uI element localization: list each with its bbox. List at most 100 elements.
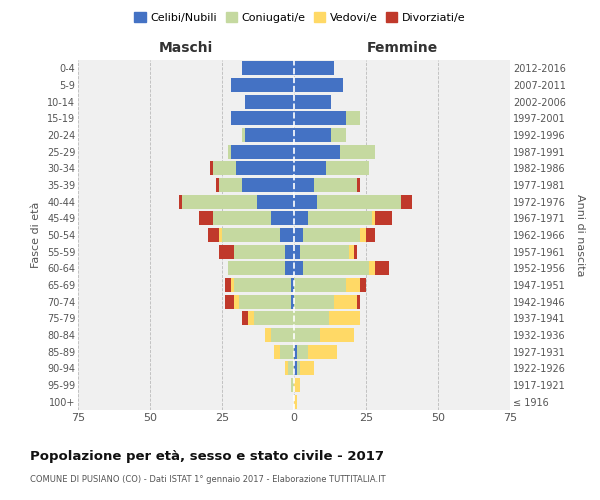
Bar — [230, 144, 294, 159]
Bar — [366, 228, 374, 242]
Bar — [280, 228, 294, 242]
Bar — [248, 311, 254, 326]
Bar — [346, 278, 360, 292]
Bar — [242, 62, 294, 76]
Bar — [294, 78, 343, 92]
Bar — [228, 261, 286, 276]
Bar — [294, 178, 314, 192]
Bar — [294, 211, 308, 226]
Bar — [358, 178, 360, 192]
Bar — [242, 178, 294, 192]
Bar — [219, 178, 242, 192]
Bar — [288, 361, 294, 376]
Text: Popolazione per età, sesso e stato civile - 2017: Popolazione per età, sesso e stato civil… — [30, 450, 384, 463]
Bar — [265, 328, 271, 342]
Bar — [225, 294, 233, 308]
Bar — [214, 162, 236, 175]
Bar — [286, 361, 288, 376]
Bar — [294, 378, 300, 392]
Bar — [233, 294, 239, 308]
Bar — [291, 378, 294, 392]
Bar — [219, 228, 222, 242]
Bar — [294, 128, 331, 142]
Bar — [300, 361, 314, 376]
Bar — [374, 261, 389, 276]
Bar — [300, 244, 349, 259]
Bar — [271, 328, 294, 342]
Bar — [294, 361, 297, 376]
Bar — [334, 294, 358, 308]
Bar — [326, 162, 369, 175]
Bar — [257, 194, 294, 209]
Bar — [294, 144, 340, 159]
Bar — [294, 62, 334, 76]
Bar — [297, 344, 308, 359]
Text: Femmine: Femmine — [367, 41, 437, 55]
Bar — [401, 194, 412, 209]
Bar — [182, 194, 257, 209]
Bar — [291, 278, 294, 292]
Bar — [294, 194, 317, 209]
Bar — [280, 344, 294, 359]
Bar — [254, 311, 294, 326]
Bar — [216, 178, 219, 192]
Text: Maschi: Maschi — [159, 41, 213, 55]
Bar — [179, 194, 182, 209]
Bar — [374, 211, 392, 226]
Bar — [331, 128, 346, 142]
Bar — [320, 328, 355, 342]
Bar — [358, 294, 360, 308]
Bar — [245, 128, 294, 142]
Bar — [294, 294, 334, 308]
Bar — [294, 278, 346, 292]
Bar — [294, 162, 326, 175]
Bar — [233, 278, 291, 292]
Bar — [294, 311, 329, 326]
Bar — [286, 261, 294, 276]
Bar — [228, 144, 230, 159]
Bar — [308, 344, 337, 359]
Bar — [294, 394, 297, 409]
Bar — [294, 261, 302, 276]
Bar — [271, 211, 294, 226]
Bar — [230, 278, 233, 292]
Bar — [242, 128, 245, 142]
Bar — [302, 261, 369, 276]
Bar — [211, 162, 214, 175]
Bar — [274, 344, 280, 359]
Bar — [297, 361, 300, 376]
Legend: Celibi/Nubili, Coniugati/e, Vedovi/e, Divorziati/e: Celibi/Nubili, Coniugati/e, Vedovi/e, Di… — [130, 8, 470, 28]
Bar — [214, 211, 271, 226]
Bar — [308, 211, 372, 226]
Bar — [242, 311, 248, 326]
Bar — [317, 194, 401, 209]
Bar — [302, 228, 360, 242]
Bar — [294, 228, 302, 242]
Bar — [294, 344, 297, 359]
Text: COMUNE DI PUSIANO (CO) - Dati ISTAT 1° gennaio 2017 - Elaborazione TUTTITALIA.IT: COMUNE DI PUSIANO (CO) - Dati ISTAT 1° g… — [30, 475, 386, 484]
Bar — [346, 112, 360, 126]
Y-axis label: Fasce di età: Fasce di età — [31, 202, 41, 268]
Bar — [294, 244, 300, 259]
Bar — [230, 78, 294, 92]
Bar — [314, 178, 358, 192]
Bar — [294, 328, 320, 342]
Bar — [286, 244, 294, 259]
Bar — [340, 144, 374, 159]
Bar — [372, 211, 374, 226]
Bar — [236, 162, 294, 175]
Bar — [239, 294, 291, 308]
Bar — [294, 94, 331, 109]
Bar — [369, 261, 374, 276]
Bar — [199, 211, 214, 226]
Bar — [230, 112, 294, 126]
Bar — [219, 244, 233, 259]
Bar — [291, 294, 294, 308]
Bar — [222, 228, 280, 242]
Bar — [245, 94, 294, 109]
Bar — [349, 244, 355, 259]
Bar — [294, 112, 346, 126]
Bar — [225, 278, 230, 292]
Bar — [329, 311, 360, 326]
Bar — [208, 228, 219, 242]
